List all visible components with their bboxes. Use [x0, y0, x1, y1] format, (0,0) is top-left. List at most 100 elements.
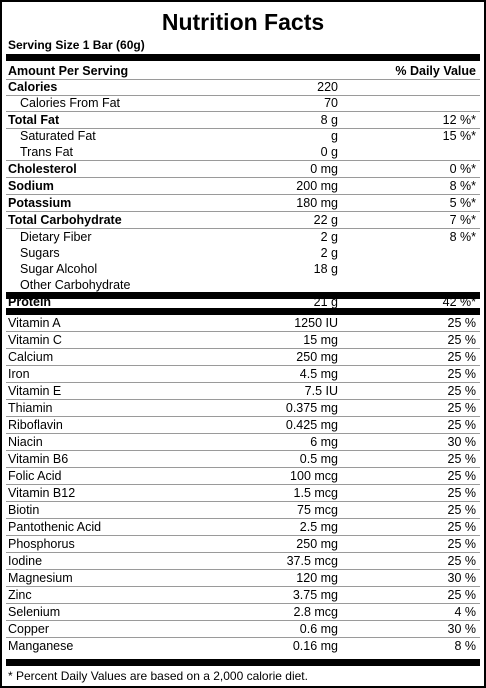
nutrient-amount: 7.5 IU [304, 384, 338, 398]
nutrient-row: Niacin 6 mg 30 % [6, 434, 480, 451]
nutrient-row: Potassium 180 mg 5 %* [6, 195, 480, 212]
nutrient-row: Copper 0.6 mg 30 % [6, 621, 480, 638]
nutrient-amount: 4.5 mg [299, 367, 338, 381]
nutrient-name: Thiamin [8, 401, 53, 415]
nutrient-name: Copper [8, 622, 49, 636]
nutrient-name: Total Carbohydrate [8, 213, 122, 227]
nutrient-name: Vitamin C [8, 333, 62, 347]
nutrient-amount: 37.5 mcg [286, 554, 338, 568]
nutrient-amount: g [331, 129, 338, 143]
nutrient-daily-value: 25 % [447, 316, 477, 330]
nutrient-daily-value: 25 % [447, 418, 477, 432]
nutrient-amount: 100 mcg [290, 469, 338, 483]
nutrient-daily-value: 25 % [447, 503, 477, 517]
nutrient-row: Vitamin B12 1.5 mcg 25 % [6, 485, 480, 502]
nutrient-name: Protein [8, 295, 52, 309]
nutrient-daily-value: 15 %* [442, 129, 476, 143]
nutrient-row: Selenium 2.8 mcg 4 % [6, 604, 480, 621]
nutrient-name: Saturated Fat [20, 129, 96, 143]
nutrient-amount: 0.425 mg [285, 418, 338, 432]
nutrient-row: Vitamin C 15 mg 25 % [6, 332, 480, 349]
nutrient-name: Zinc [8, 588, 32, 602]
nutrient-daily-value: 5 %* [449, 196, 476, 210]
nutrient-daily-value: 25 % [447, 367, 477, 381]
nutrient-amount: 21 g [313, 295, 338, 309]
nutrient-daily-value: 25 % [447, 537, 477, 551]
nutrient-row: Calcium 250 mg 25 % [6, 349, 480, 366]
nutrient-amount: 1.5 mcg [293, 486, 338, 500]
nutrient-name: Potassium [8, 196, 72, 210]
nutrient-row: Manganese 0.16 mg 8 % [6, 638, 480, 655]
nutrient-daily-value: 12 %* [442, 113, 476, 127]
nutrient-daily-value: 25 % [447, 384, 477, 398]
nutrient-row: Thiamin 0.375 mg 25 % [6, 400, 480, 417]
nutrient-row: Folic Acid 100 mcg 25 % [6, 468, 480, 485]
nutrient-daily-value: 25 % [447, 588, 477, 602]
nutrient-amount: 200 mg [296, 179, 338, 193]
nutrient-daily-value: 25 % [447, 350, 477, 364]
nutrient-name: Dietary Fiber [20, 230, 92, 244]
nutrient-amount: 0.16 mg [292, 639, 338, 653]
nutrient-daily-value: 30 % [447, 622, 477, 636]
nutrient-daily-value: 25 % [447, 401, 477, 415]
nutrient-name: Cholesterol [8, 162, 77, 176]
nutrient-amount: 15 mg [303, 333, 338, 347]
nutrient-row: Calories 220 [6, 79, 480, 96]
nutrient-daily-value: 30 % [447, 435, 477, 449]
nutrient-name: Vitamin A [8, 316, 61, 330]
nutrient-name: Iodine [8, 554, 43, 568]
nutrient-name: Calories From Fat [20, 96, 121, 110]
nutrient-amount: 0 mg [310, 162, 338, 176]
nutrient-name: Other Carbohydrate [20, 278, 131, 292]
nutrient-amount: 120 mg [296, 571, 338, 585]
nutrient-row: Vitamin E 7.5 IU 25 % [6, 383, 480, 400]
nutrient-amount: 8 g [320, 113, 338, 127]
nutrient-amount: 3.75 mg [292, 588, 338, 602]
nutrient-amount: 250 mg [296, 537, 338, 551]
nutrient-daily-value: 42 %* [442, 295, 476, 309]
nutrient-row: Zinc 3.75 mg 25 % [6, 587, 480, 604]
nutrient-name: Vitamin B12 [8, 486, 76, 500]
nutrient-daily-value: 8 % [454, 639, 476, 653]
nutrient-name: Calories [8, 80, 58, 94]
nutrient-daily-value: 7 %* [449, 213, 476, 227]
footnote: * Percent Daily Values are based on a 2,… [8, 669, 308, 683]
nutrient-row: Calories From Fat 70 [6, 95, 480, 112]
nutrient-amount: 250 mg [296, 350, 338, 364]
nutrient-amount: 2.5 mg [299, 520, 338, 534]
nutrient-name: Magnesium [8, 571, 73, 585]
nutrient-row: Other Carbohydrate [6, 277, 480, 294]
nutrient-name: Calcium [8, 350, 54, 364]
nutrient-row: Sodium 200 mg 8 %* [6, 178, 480, 195]
nutrient-daily-value: 0 %* [449, 162, 476, 176]
nutrient-name: Vitamin B6 [8, 452, 69, 466]
divider-thick [6, 659, 480, 666]
nutrient-row: Saturated Fat g 15 %* [6, 128, 480, 145]
nutrient-name: Sodium [8, 179, 54, 193]
nutrient-row: Vitamin A 1250 IU 25 % [6, 315, 480, 332]
nutrient-row: Cholesterol 0 mg 0 %* [6, 161, 480, 178]
nutrient-amount: 2 g [320, 246, 338, 260]
nutrient-name: Folic Acid [8, 469, 62, 483]
nutrient-daily-value: 8 %* [449, 179, 476, 193]
nutrient-amount: 18 g [313, 262, 338, 276]
nutrient-daily-value: 25 % [447, 520, 477, 534]
divider-thick [6, 292, 480, 299]
nutrient-row: Pantothenic Acid 2.5 mg 25 % [6, 519, 480, 536]
nutrient-row: Phosphorus 250 mg 25 % [6, 536, 480, 553]
nutrient-row: Sugars 2 g [6, 245, 480, 262]
nutrient-row: Riboflavin 0.425 mg 25 % [6, 417, 480, 434]
nutrient-row: Total Fat 8 g 12 %* [6, 112, 480, 129]
nutrient-row: Total Carbohydrate 22 g 7 %* [6, 212, 480, 229]
nutrient-name: Sugar Alcohol [20, 262, 98, 276]
nutrient-amount: 2 g [320, 230, 338, 244]
nutrient-amount: 0.375 mg [285, 401, 338, 415]
nutrient-amount: 1250 IU [294, 316, 338, 330]
nutrient-amount: 180 mg [296, 196, 338, 210]
nutrient-amount: 6 mg [310, 435, 338, 449]
nutrient-name: Vitamin E [8, 384, 62, 398]
nutrient-row: Biotin 75 mcg 25 % [6, 502, 480, 519]
nutrient-daily-value: 25 % [447, 486, 477, 500]
nutrient-amount: 2.8 mcg [293, 605, 338, 619]
